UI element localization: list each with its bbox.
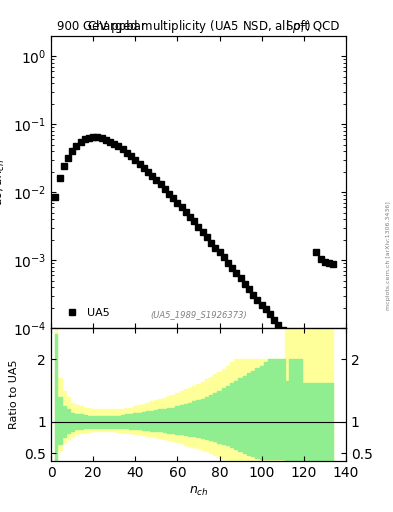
X-axis label: $n_{ch}$: $n_{ch}$ bbox=[189, 485, 208, 498]
UA5 bbox=[314, 249, 319, 255]
UA5 bbox=[171, 195, 176, 201]
UA5 bbox=[268, 311, 272, 317]
Text: mcplots.cern.ch [arXiv:1306.3436]: mcplots.cern.ch [arXiv:1306.3436] bbox=[386, 202, 391, 310]
UA5 bbox=[74, 143, 79, 149]
Text: (UA5_1989_S1926373): (UA5_1989_S1926373) bbox=[150, 310, 247, 319]
UA5 bbox=[310, 367, 314, 373]
UA5 bbox=[86, 135, 91, 141]
UA5 bbox=[331, 261, 336, 267]
Text: 900 GeV ppbar: 900 GeV ppbar bbox=[57, 20, 146, 33]
UA5 bbox=[184, 209, 188, 215]
Text: Soft QCD: Soft QCD bbox=[286, 20, 340, 33]
Title: Charged multiplicity (UA5 NSD, all $p_T$): Charged multiplicity (UA5 NSD, all $p_T$… bbox=[86, 18, 310, 35]
Y-axis label: $d\sigma/dn_{ch}$: $d\sigma/dn_{ch}$ bbox=[0, 158, 7, 206]
Line: UA5: UA5 bbox=[53, 134, 336, 373]
UA5 bbox=[53, 194, 58, 200]
UA5 bbox=[91, 134, 95, 140]
Legend: UA5: UA5 bbox=[57, 304, 114, 323]
Y-axis label: Ratio to UA5: Ratio to UA5 bbox=[9, 359, 19, 429]
